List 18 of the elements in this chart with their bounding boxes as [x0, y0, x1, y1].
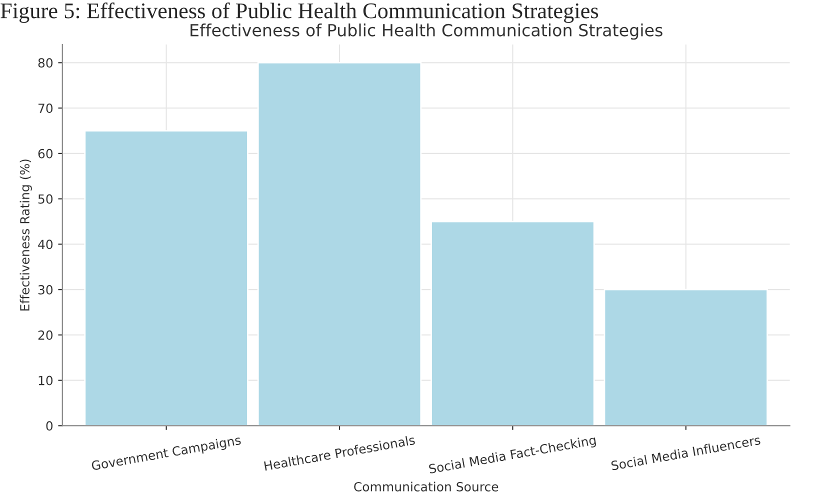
- y-tick-label: 70: [38, 104, 53, 113]
- caption: Figure 5: Effectiveness of Public Health Communication Strategies: [0, 2, 598, 23]
- y-tick-label: 20: [38, 330, 53, 340]
- bar: [257, 62, 422, 426]
- y-tick-label: 30: [38, 285, 53, 294]
- x-axis-title: Communication Source: [354, 482, 498, 492]
- y-tick-label: 40: [38, 240, 53, 250]
- chart-title: Effectiveness of Public Health Communication Strategies: [190, 24, 662, 40]
- y-tick-label: 80: [38, 58, 53, 68]
- bar: [604, 288, 768, 426]
- y-axis-title: Effectiveness Rating (%): [20, 160, 32, 311]
- x-tick-label: Social Media Influencers: [610, 434, 761, 470]
- y-tick-label: 10: [38, 376, 53, 386]
- bar: [84, 130, 248, 426]
- bar: [430, 220, 595, 426]
- y-tick-label: 50: [38, 194, 53, 204]
- y-tick-label: 60: [38, 148, 53, 158]
- y-tick-label: 0: [46, 421, 53, 431]
